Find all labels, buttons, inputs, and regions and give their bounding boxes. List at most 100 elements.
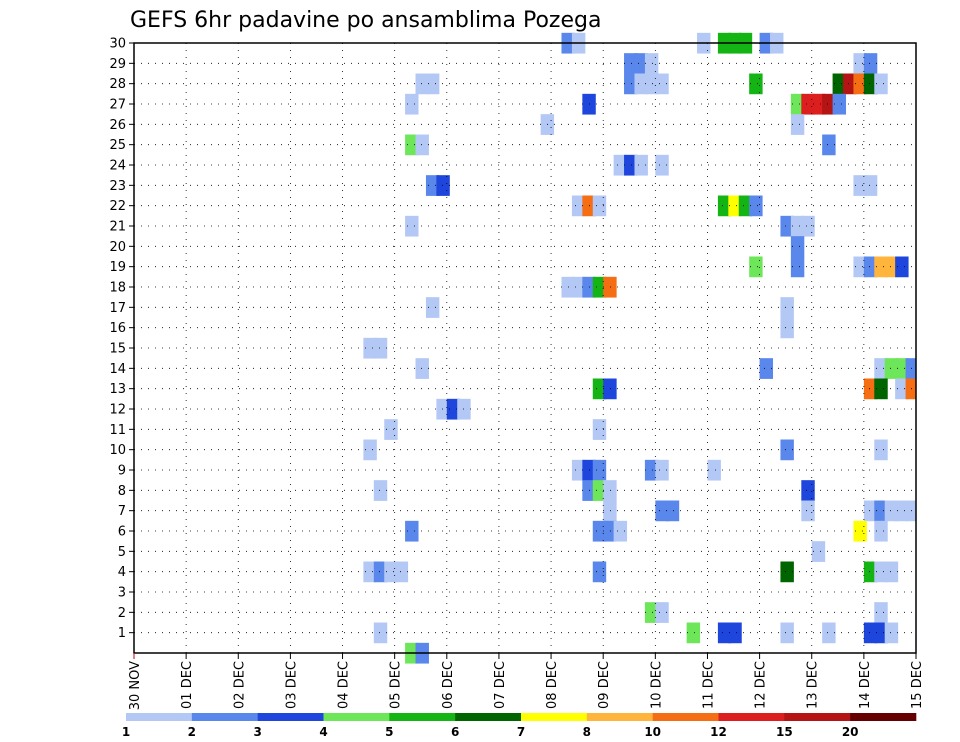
- heatmap-cell: [895, 358, 909, 379]
- heatmap-cell: [863, 500, 878, 522]
- heatmap-cell: [603, 520, 617, 542]
- colorbar-segment: [389, 713, 456, 721]
- y-tick-label: 22: [109, 199, 126, 214]
- heatmap-cell: [634, 53, 648, 74]
- heatmap-cell: [780, 561, 794, 583]
- heatmap-cell: [874, 358, 888, 379]
- colorbar-label: 1: [122, 725, 130, 739]
- heatmap-cell: [884, 500, 899, 522]
- heatmap-cell: [592, 480, 607, 501]
- heatmap-cell: [717, 195, 732, 217]
- heatmap-cell: [884, 358, 899, 379]
- heatmap-cell: [415, 73, 429, 95]
- colorbar-label: 4: [319, 725, 327, 739]
- heatmap-cell: [874, 561, 888, 583]
- heatmap-cell: [655, 459, 669, 481]
- heatmap-cell: [436, 175, 450, 196]
- heatmap-cell: [394, 561, 409, 583]
- x-tick-label: 01 DEC: [180, 661, 195, 709]
- x-axis-ticks: 30 NOV 01 DEC 02 DEC 03 DEC 04 DEC 05 DEC 06 D…: [128, 653, 925, 710]
- colorbar-label: 20: [842, 725, 859, 739]
- heatmap-cell: [749, 73, 763, 95]
- heatmap-cell: [425, 297, 440, 318]
- heatmap-cell: [613, 154, 628, 176]
- colorbar-segment: [257, 713, 324, 721]
- y-tick-label: 30: [109, 37, 126, 52]
- colorbar: 1 2 3 4 5 6 7 8 10 12 15 20: [122, 713, 917, 739]
- heatmap-cell: [363, 561, 377, 583]
- colorbar-segment: [850, 713, 917, 721]
- heatmap-cell: [811, 541, 826, 562]
- x-tick-label: 13 DEC: [806, 661, 821, 709]
- y-tick-label: 16: [109, 321, 126, 336]
- heatmap-cell: [863, 256, 878, 278]
- y-tick-label: 19: [109, 260, 126, 275]
- heatmap-cell: [863, 378, 878, 400]
- x-tick-label: 05 DEC: [389, 661, 404, 709]
- heatmap-cell: [373, 622, 388, 644]
- heatmap-cell: [405, 215, 419, 237]
- colorbar-segment: [455, 713, 522, 721]
- colorbar-segment: [323, 713, 390, 721]
- x-tick-label: 11 DEC: [702, 661, 717, 709]
- heatmap-cell: [425, 175, 440, 196]
- heatmap-cell: [728, 195, 742, 217]
- y-tick-label: 15: [109, 342, 126, 357]
- heatmap-cell: [405, 520, 419, 542]
- x-tick-label: 02 DEC: [232, 661, 247, 709]
- x-tick-label: 08 DEC: [545, 661, 560, 709]
- y-tick-label: 29: [109, 57, 126, 72]
- colorbar-label: 7: [517, 725, 525, 739]
- heatmap-cell: [405, 134, 419, 156]
- heatmap-cell: [686, 622, 701, 644]
- heatmap-cell: [874, 378, 888, 400]
- y-tick-label: 8: [118, 484, 126, 499]
- heatmap-cell: [446, 398, 461, 420]
- heatmap-cell: [373, 337, 388, 359]
- chart-title: GEFS 6hr padavine po ansamblima Pozega: [130, 8, 601, 33]
- y-tick-label: 13: [109, 382, 126, 397]
- heatmap-cell: [644, 53, 659, 74]
- heatmap-cell: [624, 154, 638, 176]
- heatmap-cell: [603, 276, 617, 298]
- colorbar-segment: [521, 713, 588, 721]
- heatmap-cell: [717, 622, 732, 644]
- x-tick-label: 07 DEC: [493, 661, 508, 709]
- x-tick-label: 06 DEC: [441, 661, 456, 709]
- heatmap-cell: [884, 561, 899, 583]
- y-tick-label: 1: [118, 626, 126, 641]
- heatmap-cell: [790, 215, 805, 237]
- heatmap-cell: [749, 256, 763, 278]
- colorbar-segment: [784, 713, 851, 721]
- colorbar-label: 10: [644, 725, 661, 739]
- x-tick-label: 30 NOV: [128, 661, 143, 710]
- colorbar-segment: [718, 713, 785, 721]
- heatmap-cell: [780, 317, 794, 339]
- x-tick-label: 09 DEC: [597, 661, 612, 709]
- heatmap-cell: [655, 602, 669, 623]
- heatmap-cell: [749, 195, 763, 217]
- heatmap-cell: [665, 500, 680, 522]
- y-tick-label: 12: [109, 403, 126, 418]
- heatmap-cell: [634, 154, 648, 176]
- y-tick-label: 21: [109, 220, 126, 235]
- heatmap-cell: [384, 419, 398, 440]
- heatmap-cell: [801, 500, 815, 522]
- heatmap-cell: [655, 154, 669, 176]
- heatmap-cell: [863, 561, 878, 583]
- heatmap-cell: [363, 439, 377, 461]
- y-tick-label: 7: [118, 504, 126, 519]
- colorbar-segment: [586, 713, 653, 721]
- colorbar-label: 8: [583, 725, 591, 739]
- y-tick-label: 25: [109, 138, 126, 153]
- heatmap-cell: [801, 480, 815, 501]
- y-tick-label: 28: [109, 77, 126, 92]
- heatmap-cell: [592, 378, 607, 400]
- heatmap-cell: [863, 175, 878, 196]
- heatmap-cell: [863, 53, 878, 74]
- heatmap-cell: [863, 622, 878, 644]
- y-tick-label: 24: [109, 159, 126, 174]
- heatmap-cell: [603, 480, 617, 501]
- colorbar-label: 3: [253, 725, 261, 739]
